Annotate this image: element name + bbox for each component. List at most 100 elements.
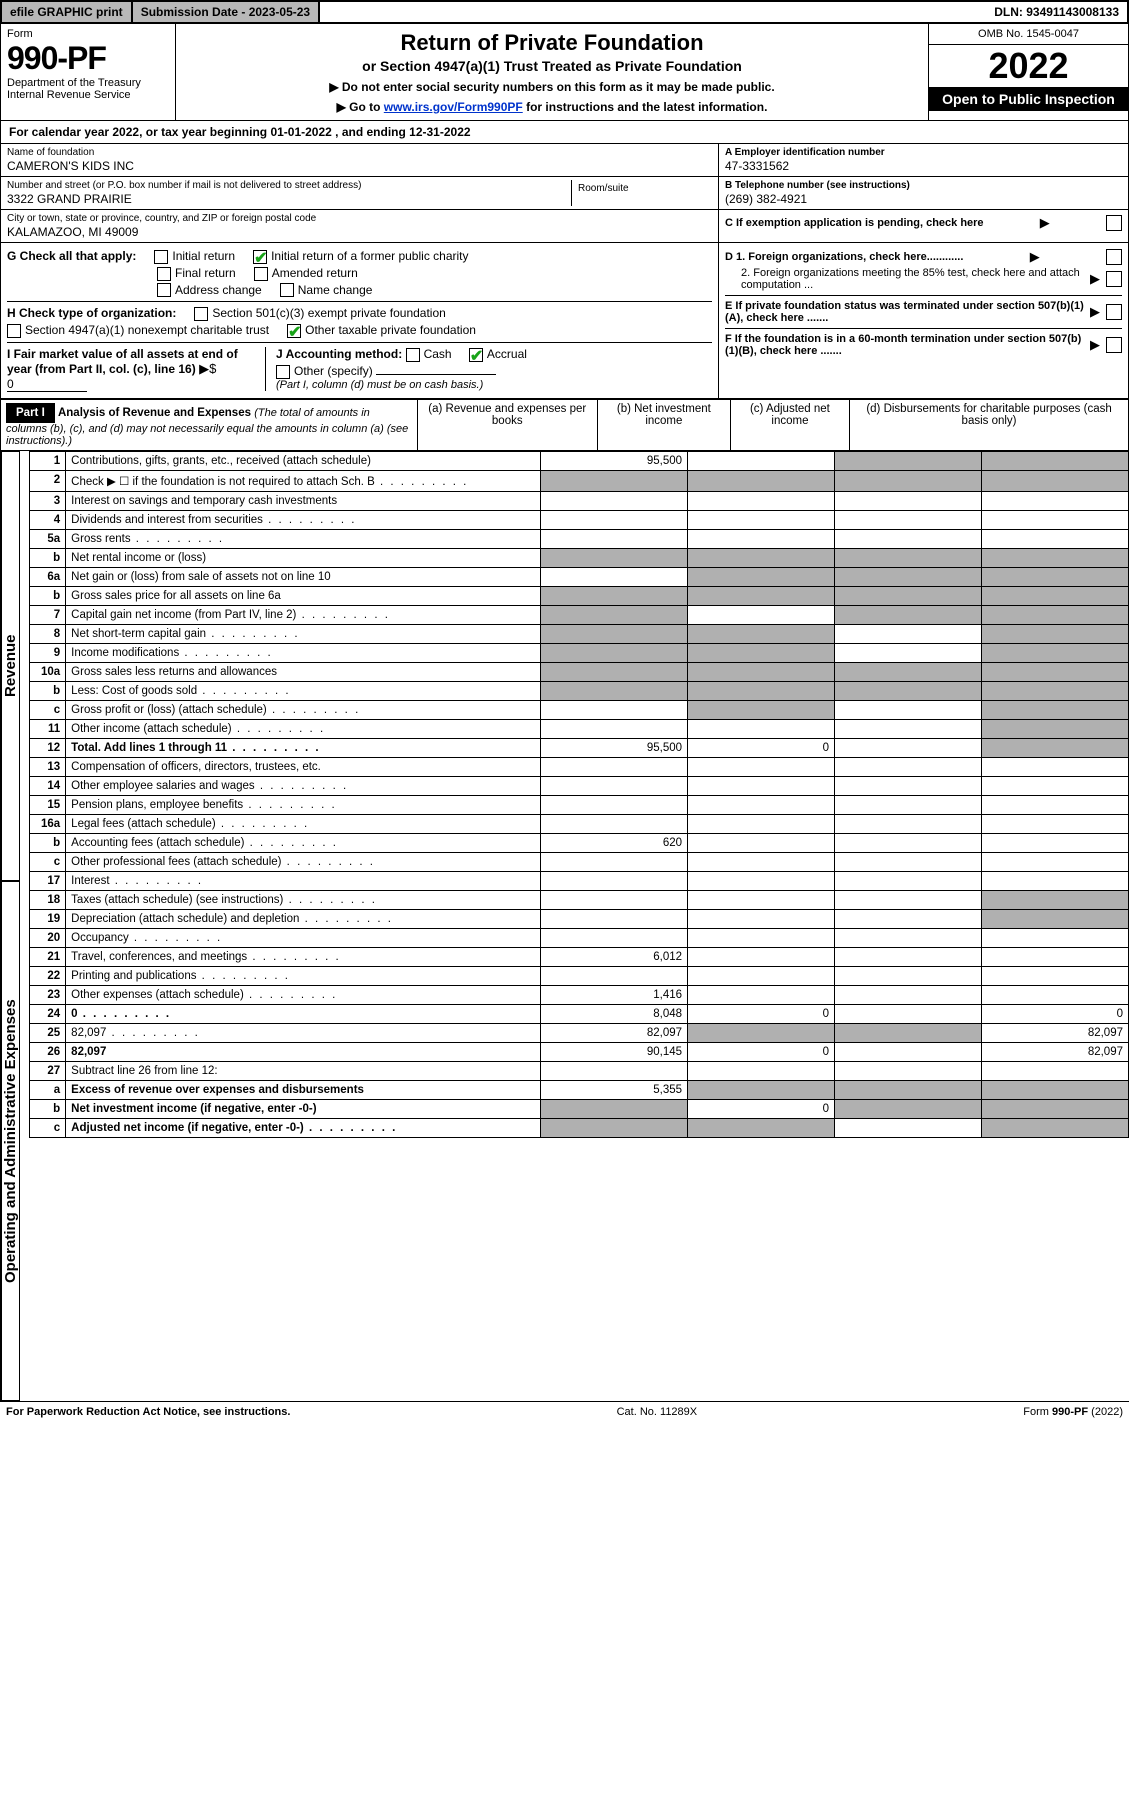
col-b-head: (b) Net investment income — [597, 400, 730, 451]
h-label: H Check type of organization: — [7, 306, 176, 320]
footer-left: For Paperwork Reduction Act Notice, see … — [6, 1406, 290, 1418]
part1-header-table: Part I Analysis of Revenue and Expenses … — [0, 399, 1129, 451]
form-note-1: ▶ Do not enter social security numbers o… — [186, 80, 918, 94]
d2-checkbox[interactable] — [1106, 271, 1122, 287]
row-8: 8Net short-term capital gain — [30, 625, 1129, 644]
opt-other-specify: Other (specify) — [294, 364, 373, 378]
c-checkbox[interactable] — [1106, 215, 1122, 231]
row-9: 9Income modifications — [30, 644, 1129, 663]
dln: DLN: 93491143008133 — [986, 2, 1127, 22]
row-b: bGross sales price for all assets on lin… — [30, 587, 1129, 606]
cb-other-taxable[interactable] — [287, 324, 301, 338]
opt-name-change: Name change — [298, 283, 373, 297]
identity-block: Name of foundation CAMERON'S KIDS INC Nu… — [0, 144, 1129, 243]
f-checkbox[interactable] — [1106, 337, 1122, 353]
irs-link[interactable]: www.irs.gov/Form990PF — [384, 100, 523, 114]
part1-title: Analysis of Revenue and Expenses — [58, 407, 251, 419]
opt-501c3: Section 501(c)(3) exempt private foundat… — [212, 306, 445, 320]
row-b: bNet investment income (if negative, ent… — [30, 1100, 1129, 1119]
col-c-head: (c) Adjusted net income — [730, 400, 849, 451]
row-26: 2682,09790,145082,097 — [30, 1043, 1129, 1062]
omb-number: OMB No. 1545-0047 — [929, 24, 1128, 45]
irs-label: Internal Revenue Service — [7, 89, 169, 101]
form-header: Form 990-PF Department of the Treasury I… — [0, 24, 1129, 121]
row-10a: 10aGross sales less returns and allowanc… — [30, 663, 1129, 682]
row-b: bNet rental income or (loss) — [30, 549, 1129, 568]
row-a: aExcess of revenue over expenses and dis… — [30, 1081, 1129, 1100]
cb-final-return[interactable] — [157, 267, 171, 281]
form-label: Form — [7, 28, 169, 40]
opt-other-taxable: Other taxable private foundation — [305, 323, 476, 337]
row-18: 18Taxes (attach schedule) (see instructi… — [30, 891, 1129, 910]
row-13: 13Compensation of officers, directors, t… — [30, 758, 1129, 777]
cb-amended-return[interactable] — [254, 267, 268, 281]
row-c: cAdjusted net income (if negative, enter… — [30, 1119, 1129, 1138]
col-d-head: (d) Disbursements for charitable purpose… — [850, 400, 1129, 451]
row-22: 22Printing and publications — [30, 967, 1129, 986]
row-1: 1Contributions, gifts, grants, etc., rec… — [30, 452, 1129, 471]
row-24: 2408,04800 — [30, 1005, 1129, 1024]
row-17: 17Interest — [30, 872, 1129, 891]
row-5a: 5aGross rents — [30, 530, 1129, 549]
d2-label: 2. Foreign organizations meeting the 85%… — [741, 267, 1084, 291]
top-bar: efile GRAPHIC print Submission Date - 20… — [0, 0, 1129, 24]
phone-label: B Telephone number (see instructions) — [725, 180, 1122, 191]
row-25: 2582,09782,09782,097 — [30, 1024, 1129, 1043]
row-12: 12Total. Add lines 1 through 1195,5000 — [30, 739, 1129, 758]
efile-button[interactable]: efile GRAPHIC print — [2, 2, 133, 22]
row-16a: 16aLegal fees (attach schedule) — [30, 815, 1129, 834]
d1-label: D 1. Foreign organizations, check here..… — [725, 251, 963, 263]
opt-4947: Section 4947(a)(1) nonexempt charitable … — [25, 323, 269, 337]
row-21: 21Travel, conferences, and meetings6,012 — [30, 948, 1129, 967]
city-state-zip: KALAMAZOO, MI 49009 — [7, 225, 712, 239]
foundation-name: CAMERON'S KIDS INC — [7, 159, 712, 173]
cb-other-specify[interactable] — [276, 365, 290, 379]
c-exemption-label: C If exemption application is pending, c… — [725, 217, 984, 229]
opt-initial-former: Initial return of a former public charit… — [271, 249, 468, 263]
part1-badge: Part I — [6, 403, 55, 423]
row-11: 11Other income (attach schedule) — [30, 720, 1129, 739]
row-14: 14Other employee salaries and wages — [30, 777, 1129, 796]
footer-right: Form 990-PF (2022) — [1023, 1406, 1123, 1418]
form-number: 990-PF — [7, 40, 169, 77]
cb-accrual[interactable] — [469, 348, 483, 362]
calendar-year-line: For calendar year 2022, or tax year begi… — [0, 121, 1129, 144]
opt-amended-return: Amended return — [272, 266, 358, 280]
row-c: cOther professional fees (attach schedul… — [30, 853, 1129, 872]
cb-4947[interactable] — [7, 324, 21, 338]
d1-checkbox[interactable] — [1106, 249, 1122, 265]
row-27: 27Subtract line 26 from line 12: — [30, 1062, 1129, 1081]
f-label: F If the foundation is in a 60-month ter… — [725, 333, 1084, 357]
ein-value: 47-3331562 — [725, 159, 1122, 173]
cb-cash[interactable] — [406, 348, 420, 362]
tax-year: 2022 — [929, 45, 1128, 87]
cb-501c3[interactable] — [194, 307, 208, 321]
arrow-icon: ▶ — [1040, 215, 1050, 231]
city-label: City or town, state or province, country… — [7, 213, 712, 224]
opt-initial-return: Initial return — [172, 249, 235, 263]
j-note: (Part I, column (d) must be on cash basi… — [276, 379, 712, 391]
cb-address-change[interactable] — [157, 283, 171, 297]
part1-rows: 1Contributions, gifts, grants, etc., rec… — [29, 451, 1129, 1138]
cb-name-change[interactable] — [280, 283, 294, 297]
cb-initial-return[interactable] — [154, 250, 168, 264]
opt-accrual: Accrual — [487, 347, 527, 361]
row-b: bLess: Cost of goods sold — [30, 682, 1129, 701]
form-subtitle: or Section 4947(a)(1) Trust Treated as P… — [186, 58, 918, 74]
ein-label: A Employer identification number — [725, 147, 1122, 158]
e-checkbox[interactable] — [1106, 304, 1122, 320]
opt-cash: Cash — [424, 347, 452, 361]
side-labels: Revenue Operating and Administrative Exp… — [1, 451, 29, 1401]
room-label: Room/suite — [578, 183, 706, 194]
page-footer: For Paperwork Reduction Act Notice, see … — [0, 1401, 1129, 1422]
open-public-badge: Open to Public Inspection — [929, 87, 1128, 111]
row-7: 7Capital gain net income (from Part IV, … — [30, 606, 1129, 625]
checkbox-section: G Check all that apply: Initial return I… — [0, 243, 1129, 399]
note2-post: for instructions and the latest informat… — [523, 100, 768, 114]
row-15: 15Pension plans, employee benefits — [30, 796, 1129, 815]
row-2: 2Check ▶ ☐ if the foundation is not requ… — [30, 471, 1129, 492]
cb-initial-former[interactable] — [253, 250, 267, 264]
row-3: 3Interest on savings and temporary cash … — [30, 492, 1129, 511]
col-a-head: (a) Revenue and expenses per books — [417, 400, 597, 451]
row-b: bAccounting fees (attach schedule)620 — [30, 834, 1129, 853]
